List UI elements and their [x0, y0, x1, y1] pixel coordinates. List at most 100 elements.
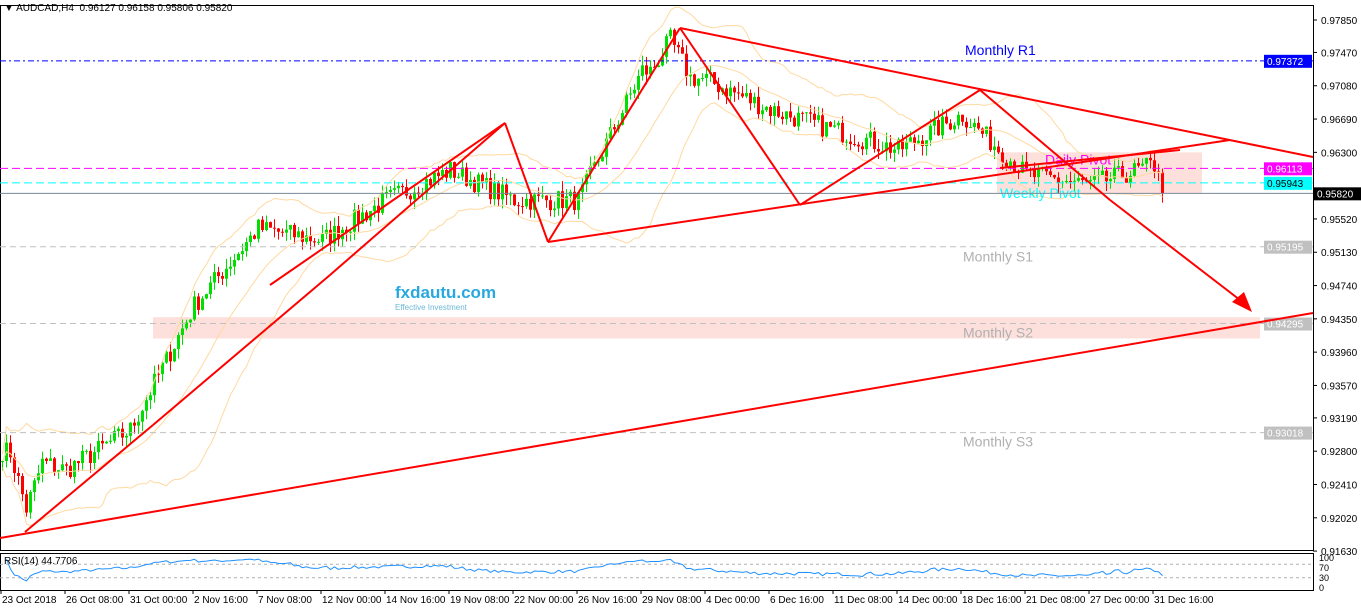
- candle-body: [781, 116, 784, 120]
- candle-body: [141, 410, 144, 422]
- candle-body: [741, 93, 744, 97]
- candle-body: [565, 196, 568, 209]
- candle-body: [1137, 163, 1140, 166]
- candle-body: [53, 458, 56, 472]
- price-label-bg: [1264, 426, 1312, 440]
- price-label: 0.97372: [1267, 57, 1304, 68]
- trendline: [999, 149, 1181, 169]
- candle-body: [993, 146, 996, 150]
- rsi-axis-label: 100: [1319, 553, 1334, 563]
- x-tick-label: 31 Dec 16:00: [1154, 595, 1214, 606]
- candle-body: [109, 440, 112, 442]
- candle-body: [233, 260, 236, 267]
- y-tick-label: 0.92020: [1321, 514, 1358, 525]
- candle-body: [1113, 167, 1116, 179]
- trendline: [799, 89, 981, 206]
- candle-body: [1021, 161, 1024, 173]
- y-tick-label: 0.94350: [1321, 315, 1358, 326]
- candle-body: [217, 272, 220, 277]
- symbol-label: AUDCAD,H4: [16, 3, 74, 14]
- candle-body: [301, 231, 304, 242]
- candle-body: [1069, 181, 1072, 183]
- x-tick-label: 19 Nov 08:00: [450, 595, 510, 606]
- x-tick-label: 14 Nov 16:00: [386, 595, 446, 606]
- candle-body: [645, 65, 648, 75]
- candle-body: [557, 191, 560, 209]
- price-label-bg: [1264, 317, 1312, 331]
- chart-header: ▼ AUDCAD,H4 0.96127 0.96158 0.95806 0.95…: [4, 3, 232, 14]
- candle-body: [1045, 167, 1048, 172]
- y-tick-label: 0.93960: [1321, 348, 1358, 359]
- candle-body: [125, 435, 128, 438]
- candle-body: [145, 400, 148, 411]
- candle-body: [873, 131, 876, 149]
- candle-body: [153, 373, 156, 396]
- candle-body: [117, 428, 120, 432]
- candle-body: [1077, 178, 1080, 181]
- candle-body: [97, 440, 100, 453]
- candle-body: [1109, 178, 1112, 182]
- y-tick-label: 0.93190: [1321, 414, 1358, 425]
- candle-body: [917, 140, 920, 144]
- candle-body: [929, 125, 932, 141]
- candle-body: [245, 242, 248, 252]
- y-tick-label: 0.97850: [1321, 16, 1358, 27]
- candle-body: [977, 122, 980, 129]
- x-tick-label: 27 Dec 00:00: [1090, 595, 1150, 606]
- candle-body: [49, 458, 52, 461]
- candle-body: [273, 227, 276, 229]
- candle-body: [501, 184, 504, 200]
- candle-body: [209, 282, 212, 295]
- price-label: 0.95943: [1267, 179, 1304, 190]
- candle-body: [801, 112, 804, 114]
- candle-body: [393, 188, 396, 190]
- x-tick-label: 26 Nov 16:00: [578, 595, 638, 606]
- dropdown-arrow-icon[interactable]: ▼: [4, 3, 17, 14]
- candle-body: [93, 452, 96, 463]
- candle-body: [897, 139, 900, 150]
- x-tick-label: 31 Oct 00:00: [130, 595, 188, 606]
- candle-body: [441, 170, 444, 177]
- candle-body: [1105, 170, 1108, 182]
- candle-body: [745, 92, 748, 97]
- x-tick-label: 22 Nov 00:00: [514, 595, 574, 606]
- candle-body: [1065, 181, 1068, 183]
- candle-body: [757, 96, 760, 115]
- level-name: Weekly Pivot: [1000, 185, 1081, 201]
- candle-body: [577, 191, 580, 211]
- candle-body: [521, 206, 524, 208]
- candle-body: [241, 251, 244, 254]
- candle-body: [1057, 177, 1060, 183]
- candle-body: [509, 194, 512, 196]
- candle-body: [225, 268, 228, 279]
- candle-body: [317, 241, 320, 243]
- y-tick-label: 0.92800: [1321, 447, 1358, 458]
- candle-body: [309, 235, 312, 242]
- candle-body: [877, 148, 880, 152]
- candle-body: [497, 182, 500, 200]
- candle-body: [649, 66, 652, 75]
- trendline: [679, 27, 801, 206]
- candle-body: [1, 461, 4, 463]
- candle-body: [1001, 152, 1004, 163]
- candle-body: [1037, 168, 1040, 178]
- price-label: 0.96113: [1267, 164, 1303, 175]
- candle-body: [549, 200, 552, 211]
- trendline: [547, 27, 681, 243]
- trendline: [679, 27, 1314, 158]
- logo-tagline: Effective Investment: [395, 303, 468, 312]
- candle-body: [869, 131, 872, 138]
- candle-body: [777, 106, 780, 117]
- candle-body: [237, 253, 240, 261]
- trendline: [152, 274, 331, 426]
- candle-body: [105, 441, 108, 444]
- level-name: Monthly R1: [965, 42, 1036, 58]
- candle-body: [601, 156, 604, 162]
- candle-body: [261, 219, 264, 230]
- level-name: Monthly S1: [963, 249, 1033, 265]
- candle-body: [789, 111, 792, 118]
- candle-body: [817, 115, 820, 120]
- level-name: Monthly S2: [963, 325, 1033, 341]
- candle-body: [685, 53, 688, 77]
